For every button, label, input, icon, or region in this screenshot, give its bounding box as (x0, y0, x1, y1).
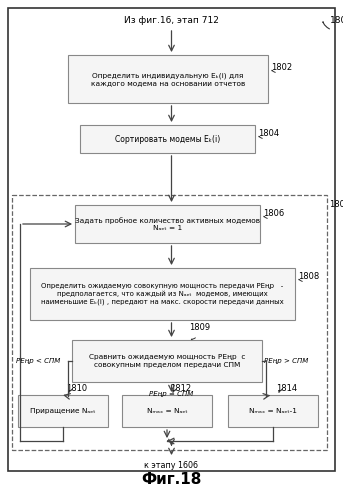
Bar (228, 395, 318, 427)
Text: Nₘₐₓ = Nₐₑₜ-1: Nₘₐₓ = Nₐₑₜ-1 (249, 408, 297, 414)
Bar (68, 55, 268, 103)
FancyArrowPatch shape (279, 389, 282, 392)
Text: 1812: 1812 (170, 384, 191, 393)
Text: Приращение Nₐₑₜ: Приращение Nₐₑₜ (30, 408, 96, 414)
Text: Определить индивидуальную Eₖ(i) для
каждого модема на основании отчетов: Определить индивидуальную Eₖ(i) для кажд… (91, 72, 245, 86)
Bar (12, 195, 327, 450)
Text: 1808: 1808 (298, 272, 319, 281)
Text: Сортировать модемы Eₖ(i): Сортировать модемы Eₖ(i) (115, 135, 220, 144)
FancyArrowPatch shape (272, 70, 275, 72)
Text: 1800: 1800 (330, 16, 343, 25)
Bar (30, 268, 295, 320)
Text: Определить ожидаемую совокупную мощность передачи PЕңр   -
предполагается, что к: Определить ожидаемую совокупную мощность… (41, 283, 284, 304)
Text: Из фиг.16, этап 712: Из фиг.16, этап 712 (124, 15, 219, 24)
FancyArrowPatch shape (264, 216, 267, 219)
Text: Сравнить ожидаемую мощность PЕңр  с
совокупным пределом передачи СПМ: Сравнить ожидаемую мощность PЕңр с совок… (89, 354, 245, 367)
Text: 1814: 1814 (276, 384, 297, 393)
Text: 1805: 1805 (329, 200, 343, 209)
Bar (72, 340, 262, 382)
Text: 1809: 1809 (189, 323, 211, 332)
Bar (80, 125, 255, 153)
FancyArrowPatch shape (191, 338, 196, 340)
Text: 1802: 1802 (271, 63, 292, 72)
Text: 1804: 1804 (258, 129, 279, 138)
Text: Задать пробное количество активных модемов
Nₐₑₜ = 1: Задать пробное количество активных модем… (75, 217, 260, 231)
Text: Фиг.18: Фиг.18 (141, 473, 202, 488)
Text: 1810: 1810 (66, 384, 87, 393)
Text: PЕңр < СПМ: PЕңр < СПМ (16, 358, 60, 364)
Text: Nₘₐₓ = Nₐₑₜ: Nₘₐₓ = Nₐₑₜ (147, 408, 187, 414)
Text: к этапу 1606: к этапу 1606 (144, 461, 199, 470)
Bar (122, 395, 212, 427)
Text: PЕңр = СПМ: PЕңр = СПМ (149, 391, 194, 397)
FancyArrowPatch shape (259, 136, 262, 138)
Bar (18, 395, 108, 427)
Text: PЕңр > СПМ: PЕңр > СПМ (264, 358, 308, 364)
FancyArrowPatch shape (299, 279, 302, 281)
Bar (75, 205, 260, 243)
Text: 1806: 1806 (263, 209, 284, 218)
FancyArrowPatch shape (69, 389, 72, 392)
FancyArrowPatch shape (173, 389, 176, 392)
FancyArrowPatch shape (323, 22, 329, 29)
